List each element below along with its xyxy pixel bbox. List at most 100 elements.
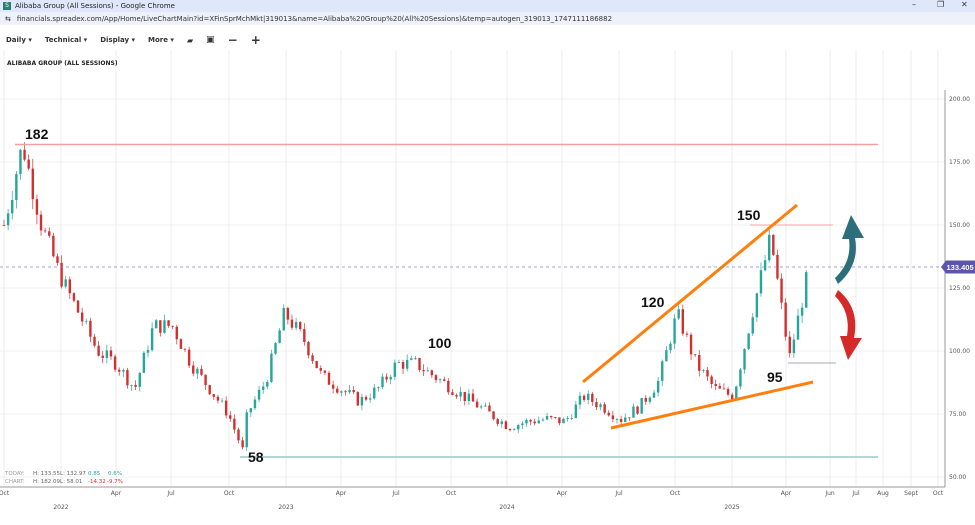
candle-body (586, 393, 590, 400)
display-dropdown[interactable]: Display ▾ (100, 36, 136, 44)
candle-body (233, 418, 236, 430)
zoom-in-icon[interactable]: + (250, 33, 261, 47)
chart-pct: -9.7% (107, 479, 123, 485)
candle-body (410, 358, 413, 360)
candle-body (385, 376, 388, 380)
candle-body (113, 356, 117, 370)
candle-body (171, 325, 174, 327)
candle-body (266, 381, 269, 387)
candle-body (582, 395, 586, 400)
candle-body (286, 308, 290, 320)
x-tick-year: 2025 (724, 504, 739, 511)
chart-title: ALIBABA GROUP (ALL SESSIONS) (7, 60, 118, 67)
candle-body (220, 400, 224, 402)
candle-body (101, 355, 104, 358)
candle-body (60, 262, 63, 287)
candle-body (504, 421, 508, 429)
candle-body (163, 320, 166, 333)
candle-body (722, 388, 726, 390)
candle-body (237, 429, 240, 441)
close-icon[interactable]: ✕ (961, 0, 968, 9)
candle-body (730, 394, 734, 401)
y-tick-label: 175.00 (949, 159, 970, 166)
candle-body (187, 349, 191, 366)
x-tick-label: Apr (781, 490, 792, 497)
candle-body (566, 418, 569, 419)
candle-body (282, 308, 285, 331)
candle-body (245, 412, 248, 448)
site-info-icon[interactable]: ⇆ (5, 14, 11, 23)
candle-body (97, 345, 100, 356)
candle-body (780, 278, 783, 303)
candle-body (146, 350, 150, 353)
candle-body (257, 389, 261, 400)
label-120: 120 (641, 294, 665, 310)
x-tick-label: Jul (851, 490, 860, 497)
candle-body (426, 370, 429, 372)
candle-body (693, 354, 697, 356)
candle-body (792, 339, 796, 354)
annotations: 133.405 182 100 120 150 95 58 (0, 126, 975, 465)
candle-body (718, 386, 722, 389)
candle-body (340, 391, 343, 393)
window-title: Alibaba Group (All Sessions) - Google Ch… (15, 2, 175, 10)
candle-body (545, 416, 549, 420)
candle-body (751, 317, 754, 334)
candle-body (455, 394, 458, 397)
candle-body (307, 341, 310, 356)
candle-body (85, 320, 88, 322)
candle-body (23, 149, 26, 160)
candle-body (377, 387, 380, 388)
candle-body (323, 370, 327, 373)
candle-body (105, 350, 109, 358)
folder-icon[interactable]: ▰ (186, 35, 194, 45)
candle-body (591, 393, 594, 403)
candle-body (356, 392, 360, 406)
restore-icon[interactable]: ❐ (937, 0, 945, 9)
candle-body (422, 370, 425, 372)
candle-body (80, 312, 84, 322)
candle-body (628, 417, 631, 419)
x-tick-label: Oct (670, 490, 681, 497)
y-tick-label: 75.00 (949, 411, 966, 418)
url-text[interactable]: financials.spreadex.com/App/Home/LiveCha… (16, 14, 613, 23)
candle-body (488, 405, 491, 412)
save-icon[interactable]: ▣ (206, 35, 215, 45)
more-dropdown[interactable]: More ▾ (148, 36, 174, 44)
today-pct: 0.6% (108, 471, 122, 477)
candle-body (619, 419, 623, 422)
candle-body (480, 406, 483, 408)
candle-body (698, 355, 701, 371)
candle-body (294, 322, 298, 328)
chart-high: H: 182.09 (33, 479, 60, 485)
candle-body (558, 417, 561, 424)
candle-body (311, 355, 314, 361)
current-price-label: 133.405 (947, 263, 974, 272)
interval-dropdown[interactable]: Daily ▾ (6, 36, 32, 44)
candle-body (710, 376, 713, 384)
technical-dropdown[interactable]: Technical ▾ (44, 36, 88, 44)
candle-body (570, 418, 573, 419)
candle-body (784, 302, 787, 337)
candle-body (401, 362, 405, 369)
price-chart[interactable]: ALIBABA GROUP (ALL SESSIONS) 200.00 175.0… (0, 50, 975, 525)
candle-body (393, 362, 397, 377)
address-bar[interactable]: ⇆ financials.spreadex.com/App/Home/LiveC… (0, 12, 975, 25)
candle-body (652, 392, 656, 398)
candle-body (644, 397, 647, 402)
minimize-icon[interactable]: – (912, 0, 916, 9)
candle-body (438, 379, 442, 381)
candle-body (327, 372, 331, 385)
candle-body (529, 419, 532, 422)
x-tick-label: Oct (224, 490, 235, 497)
candle-body (434, 375, 438, 381)
candle-body (6, 213, 10, 226)
x-tick-label: Jul (614, 490, 623, 497)
label-100: 100 (428, 335, 452, 351)
candle-body (747, 333, 750, 349)
zoom-out-icon[interactable]: − (227, 33, 238, 47)
candle-body (595, 402, 598, 408)
candle-body (615, 419, 619, 420)
y-tick-label: 200.00 (949, 96, 970, 103)
candle-body (27, 159, 30, 169)
